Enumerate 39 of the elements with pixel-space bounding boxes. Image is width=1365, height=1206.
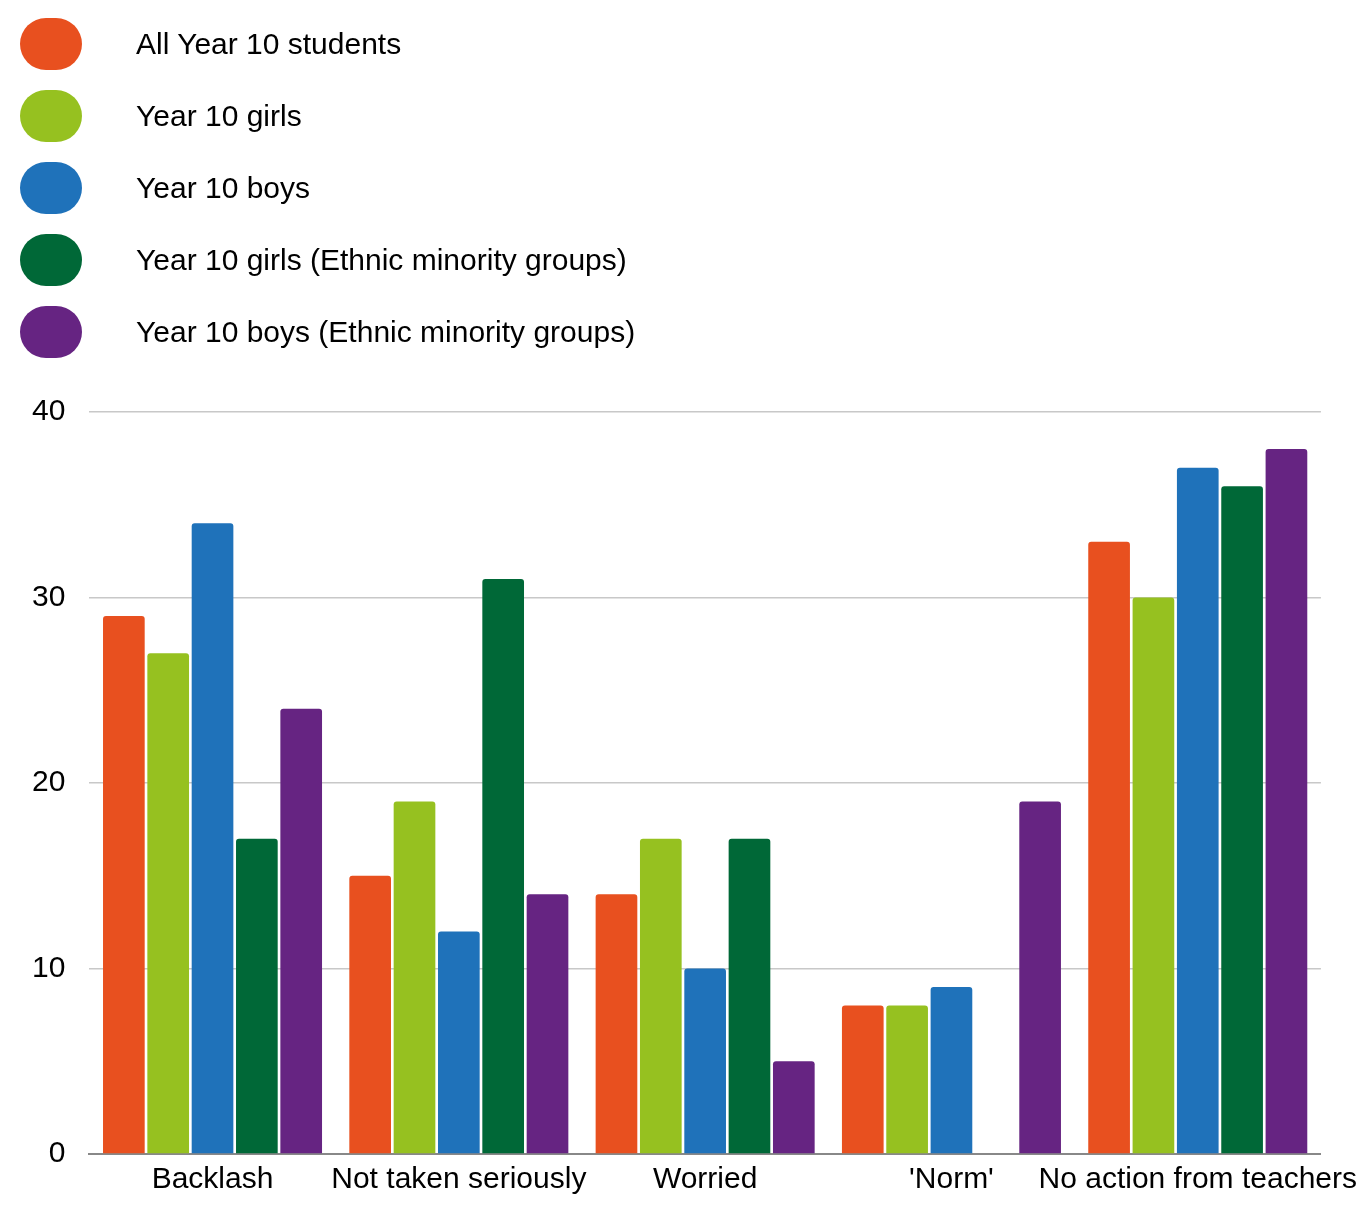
bar	[595, 894, 638, 1154]
x-tick-label: Backlash	[151, 1161, 274, 1195]
legend-label: Year 10 boys (Ethnic minority groups)	[136, 315, 636, 349]
y-tick-label: 10	[31, 949, 66, 983]
bar	[1132, 597, 1175, 1154]
bar	[930, 987, 973, 1154]
bar	[147, 653, 190, 1154]
bar	[438, 931, 480, 1154]
bar	[1019, 801, 1061, 1154]
bar	[728, 838, 771, 1154]
y-tick-label: 0	[48, 1135, 66, 1169]
bar	[280, 708, 323, 1154]
x-tick-label: Not taken seriously	[331, 1161, 587, 1195]
bar	[236, 838, 278, 1154]
x-tick-label: 'Norm'	[909, 1161, 994, 1195]
legend-label: Year 10 girls	[136, 99, 302, 133]
y-tick-label: 30	[31, 578, 66, 612]
bar	[841, 1005, 884, 1154]
legend-label: Year 10 boys	[136, 171, 311, 205]
x-tick-label: Worried	[652, 1161, 758, 1195]
bar	[482, 578, 525, 1154]
bar	[526, 894, 569, 1154]
bar	[1176, 467, 1219, 1154]
legend-label: Year 10 girls (Ethnic minority groups)	[136, 243, 627, 277]
bar	[886, 1005, 928, 1154]
bar	[1221, 486, 1263, 1154]
y-tick-label: 40	[31, 393, 66, 427]
bar	[103, 616, 145, 1154]
bar	[191, 523, 234, 1154]
bar	[684, 968, 726, 1154]
legend-label: All Year 10 students	[136, 27, 402, 61]
x-tick-label: No action from teachers	[1038, 1161, 1358, 1195]
y-tick-label: 20	[31, 764, 66, 798]
bar	[772, 1061, 815, 1154]
bar	[1088, 541, 1130, 1154]
bar	[349, 875, 391, 1154]
bar	[393, 801, 436, 1154]
bar	[1265, 449, 1308, 1154]
bar	[639, 838, 682, 1154]
